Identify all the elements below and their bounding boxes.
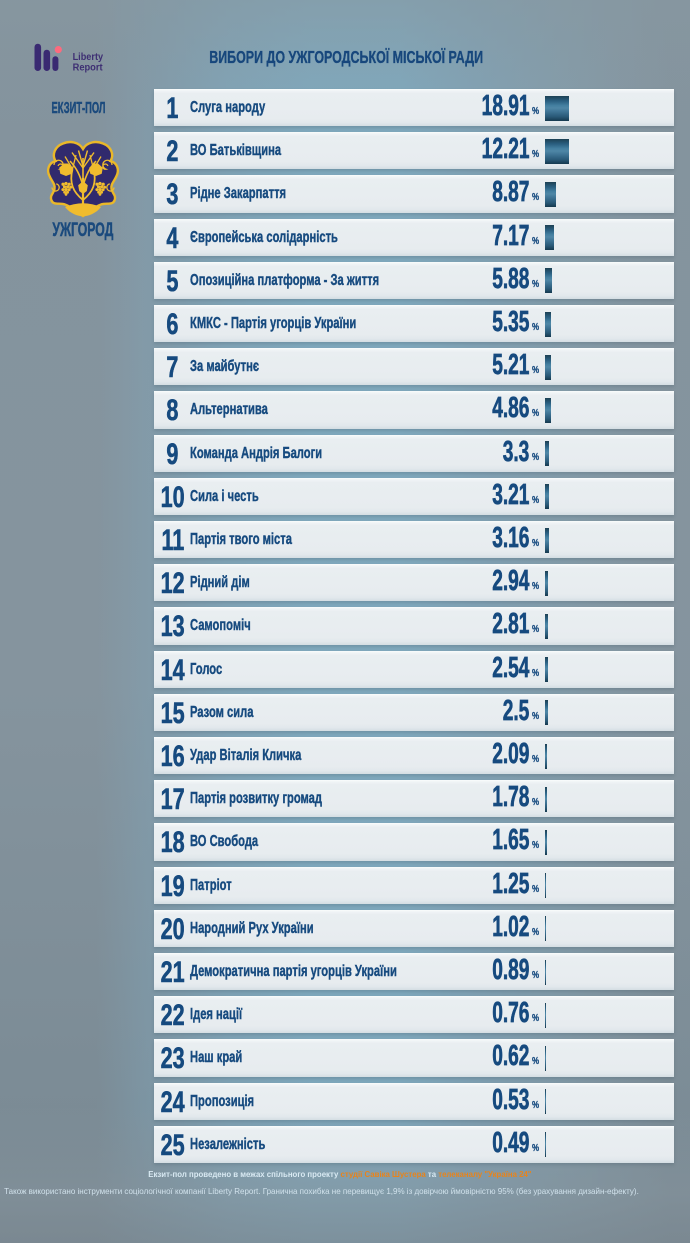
svg-text:Report: Report xyxy=(73,63,104,74)
svg-text:Liberty: Liberty xyxy=(73,52,104,63)
